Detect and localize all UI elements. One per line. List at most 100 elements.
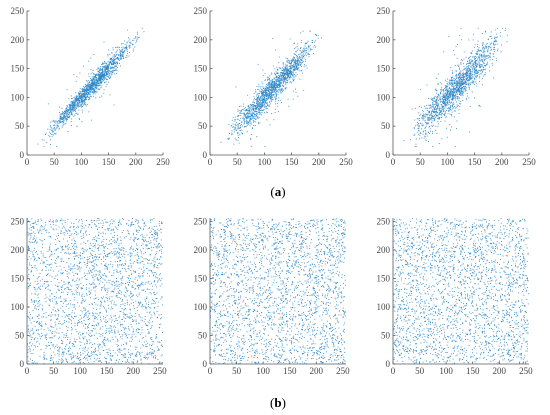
scatter-point [94,86,96,88]
scatter-point [441,88,443,90]
scatter-point [442,94,444,96]
scatter-point [450,94,452,96]
scatter-point [483,49,485,51]
scatter-point [437,83,439,85]
scatter-point [91,283,93,285]
scatter-point [453,78,455,79]
scatter-point [80,102,82,104]
scatter-point [458,85,460,87]
scatter-point [456,101,457,103]
scatter-point [293,57,295,58]
scatter-point [288,78,290,80]
scatter-point [60,113,62,115]
scatter-point [281,71,283,73]
scatter-point [156,333,157,335]
scatter-point [43,262,45,264]
scatter-point [85,98,87,100]
scatter-point [96,81,98,83]
scatter-point [83,99,85,101]
scatter-point [131,43,133,45]
scatter-point [81,104,83,105]
scatter-point [256,98,258,100]
scatter-point [298,64,300,66]
scatter-point [102,69,104,71]
scatter-point [443,105,445,107]
scatter-point [257,115,259,117]
scatter-point [81,96,82,98]
y-tick-label: 200 [11,245,25,255]
scatter-point [74,114,76,116]
scatter-point [111,57,112,59]
scatter-point [479,53,481,55]
scatter-point [110,229,112,231]
scatter-point [91,71,93,73]
scatter-point [482,44,484,45]
scatter-point [299,78,301,80]
scatter-point [66,118,68,120]
scatter-point [94,89,96,91]
scatter-point [128,45,130,47]
scatter-point [234,138,236,140]
scatter-point [272,97,274,99]
y-tick-label: 100 [377,92,391,102]
scatter-point [252,115,254,116]
scatter-point [255,110,257,112]
scatter-point [258,86,260,88]
scatter-point [93,73,95,75]
scatter-point [253,116,255,118]
scatter-point [453,91,455,93]
scatter-point [279,77,281,79]
scatter-point [439,118,441,120]
scatter-point [302,72,304,74]
scatter-point [464,84,466,86]
scatter-point [464,80,466,82]
scatter-point [493,77,495,79]
scatter-point [462,71,464,73]
scatter-point [455,87,457,89]
scatter-point [72,106,74,108]
scatter-point [432,131,434,133]
scatter-point [88,304,90,305]
scatter-point [84,103,85,105]
scatter-point [458,73,460,74]
scatter-point [288,60,290,62]
scatter-point [311,40,313,42]
scatter-point [267,103,269,105]
scatter-point [90,95,92,97]
scatter-point [295,60,297,62]
scatter-point [418,135,420,137]
scatter-point [445,89,447,91]
scatter-point [299,57,301,59]
scatter-point [272,99,273,101]
scatter-point [107,75,109,77]
scatter-point [80,105,82,107]
scatter-point [120,50,122,52]
scatter-point [247,122,249,124]
scatter-point [477,49,479,51]
scatter-point [305,53,307,55]
scatter-point [265,93,267,95]
scatter-point [295,88,296,90]
scatter-point [455,95,457,97]
scatter-point [34,345,36,347]
scatter-point [455,106,457,108]
scatter-point [84,103,86,105]
scatter-point [269,93,271,95]
scatter-point [296,67,298,69]
scatter-point [305,52,307,54]
scatter-point [427,117,429,118]
scatter-point [82,88,84,90]
scatter-point [290,68,292,70]
scatter-point [285,88,287,90]
scatter-point [276,80,278,82]
scatter-point [60,118,61,120]
scatter-point [466,78,468,80]
scatter-point [273,119,275,121]
scatter-point [296,63,298,65]
scatter-point [267,94,269,96]
scatter-point [305,50,307,51]
scatter-point [122,48,124,50]
x-tick-label: 0 [25,157,30,167]
scatter-point [253,105,255,107]
scatter-point [239,109,241,111]
